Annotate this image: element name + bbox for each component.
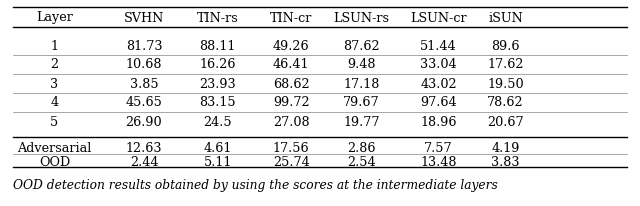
Text: 26.90: 26.90 [125, 115, 163, 128]
Text: 19.50: 19.50 [487, 77, 524, 90]
Text: 7.57: 7.57 [424, 141, 452, 154]
Text: 4.19: 4.19 [492, 141, 520, 154]
Text: 19.77: 19.77 [343, 115, 380, 128]
Text: 20.67: 20.67 [487, 115, 524, 128]
Text: 2.44: 2.44 [130, 155, 158, 168]
Text: 49.26: 49.26 [273, 39, 310, 52]
Text: 17.56: 17.56 [273, 141, 310, 154]
Text: LSUN-cr: LSUN-cr [410, 12, 467, 24]
Text: 46.41: 46.41 [273, 58, 310, 71]
Text: 88.11: 88.11 [200, 39, 236, 52]
Text: 89.6: 89.6 [492, 39, 520, 52]
Text: 2.54: 2.54 [348, 155, 376, 168]
Text: OOD detection results obtained by using the scores at the intermediate layers: OOD detection results obtained by using … [13, 178, 497, 191]
Text: SVHN: SVHN [124, 12, 164, 24]
Text: 18.96: 18.96 [420, 115, 457, 128]
Text: 79.67: 79.67 [343, 96, 380, 109]
Text: iSUN: iSUN [488, 12, 523, 24]
Text: 16.26: 16.26 [199, 58, 236, 71]
Text: TIN-rs: TIN-rs [196, 12, 239, 24]
Text: 4: 4 [51, 96, 58, 109]
Text: 10.68: 10.68 [125, 58, 163, 71]
Text: 51.44: 51.44 [420, 39, 457, 52]
Text: 24.5: 24.5 [204, 115, 232, 128]
Text: TIN-cr: TIN-cr [270, 12, 312, 24]
Text: 4.61: 4.61 [204, 141, 232, 154]
Text: 43.02: 43.02 [420, 77, 457, 90]
Text: 33.04: 33.04 [420, 58, 457, 71]
Text: 23.93: 23.93 [199, 77, 236, 90]
Text: LSUN-rs: LSUN-rs [333, 12, 390, 24]
Text: 17.62: 17.62 [487, 58, 524, 71]
Text: 1: 1 [51, 39, 58, 52]
Text: 81.73: 81.73 [125, 39, 163, 52]
Text: 3.83: 3.83 [492, 155, 520, 168]
Text: 87.62: 87.62 [343, 39, 380, 52]
Text: 45.65: 45.65 [125, 96, 163, 109]
Text: 2.86: 2.86 [348, 141, 376, 154]
Text: 27.08: 27.08 [273, 115, 310, 128]
Text: Layer: Layer [36, 12, 73, 24]
Text: 3: 3 [51, 77, 58, 90]
Text: 78.62: 78.62 [487, 96, 524, 109]
Text: 5.11: 5.11 [204, 155, 232, 168]
Text: Adversarial: Adversarial [17, 141, 92, 154]
Text: 5: 5 [51, 115, 58, 128]
Text: OOD: OOD [39, 155, 70, 168]
Text: 25.74: 25.74 [273, 155, 310, 168]
Text: 99.72: 99.72 [273, 96, 310, 109]
Text: 97.64: 97.64 [420, 96, 457, 109]
Text: 12.63: 12.63 [125, 141, 163, 154]
Text: 13.48: 13.48 [420, 155, 457, 168]
Text: 68.62: 68.62 [273, 77, 310, 90]
Text: 2: 2 [51, 58, 58, 71]
Text: 83.15: 83.15 [199, 96, 236, 109]
Text: 17.18: 17.18 [344, 77, 380, 90]
Text: 9.48: 9.48 [348, 58, 376, 71]
Text: 3.85: 3.85 [130, 77, 158, 90]
